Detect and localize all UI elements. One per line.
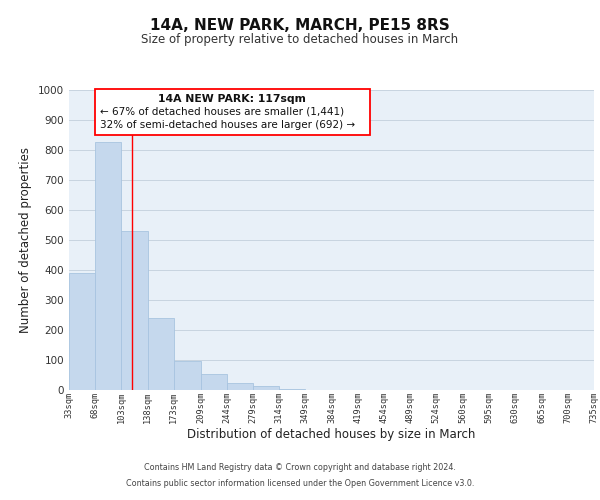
Y-axis label: Number of detached properties: Number of detached properties	[19, 147, 32, 333]
Bar	[121, 231, 148, 390]
Text: Contains HM Land Registry data © Crown copyright and database right 2024.: Contains HM Land Registry data © Crown c…	[144, 464, 456, 472]
Bar	[69, 273, 95, 390]
Text: 32% of semi-detached houses are larger (692) →: 32% of semi-detached houses are larger (…	[100, 120, 356, 130]
Text: ← 67% of detached houses are smaller (1,441): ← 67% of detached houses are smaller (1,…	[100, 107, 344, 117]
Text: Contains public sector information licensed under the Open Government Licence v3: Contains public sector information licen…	[126, 478, 474, 488]
Bar	[148, 318, 174, 390]
X-axis label: Distribution of detached houses by size in March: Distribution of detached houses by size …	[187, 428, 476, 442]
Bar	[95, 142, 121, 390]
Bar	[279, 388, 305, 390]
Bar	[174, 361, 200, 390]
FancyBboxPatch shape	[95, 88, 370, 135]
Bar	[200, 374, 227, 390]
Bar	[253, 386, 279, 390]
Text: Size of property relative to detached houses in March: Size of property relative to detached ho…	[142, 32, 458, 46]
Text: 14A, NEW PARK, MARCH, PE15 8RS: 14A, NEW PARK, MARCH, PE15 8RS	[150, 18, 450, 32]
Bar	[227, 384, 253, 390]
Text: 14A NEW PARK: 117sqm: 14A NEW PARK: 117sqm	[158, 94, 307, 104]
